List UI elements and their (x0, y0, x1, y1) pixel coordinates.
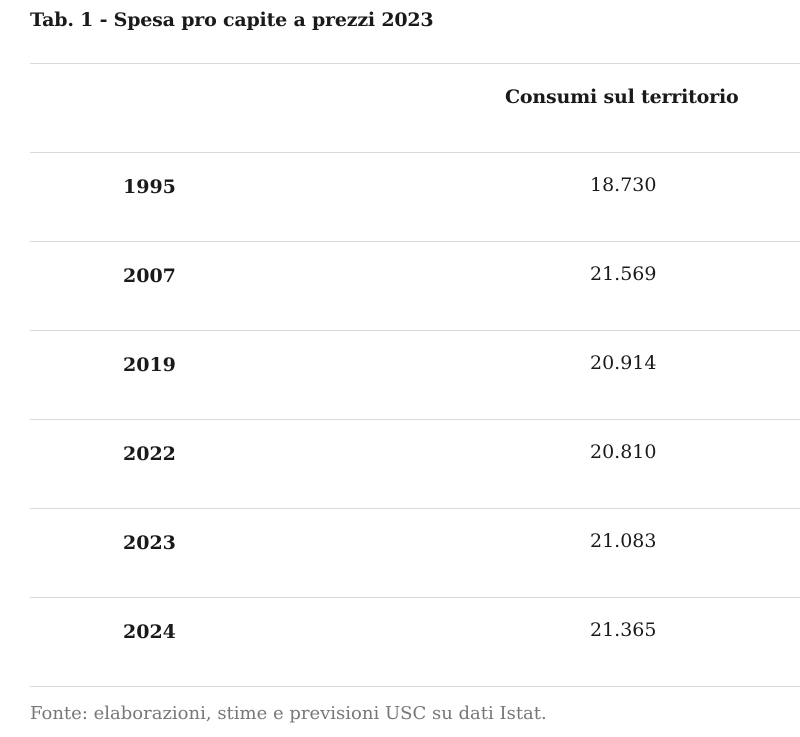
row-value: 21.569 (590, 263, 657, 285)
table-row: 2022 20.810 (30, 419, 800, 508)
data-table: Consumi sul territorio 1995 18.730 2007 … (30, 63, 800, 687)
table-row: 2024 21.365 (30, 597, 800, 687)
column-header-consumi: Consumi sul territorio (505, 86, 739, 108)
row-year: 2007 (123, 265, 176, 287)
table-title: Tab. 1 - Spesa pro capite a prezzi 2023 (30, 9, 434, 31)
row-year: 1995 (123, 176, 176, 198)
table-row: 2023 21.083 (30, 508, 800, 597)
row-year: 2024 (123, 621, 176, 643)
table-row: 1995 18.730 (30, 152, 800, 241)
row-year: 2023 (123, 532, 176, 554)
row-value: 21.365 (590, 619, 657, 641)
table-header-row: Consumi sul territorio (30, 63, 800, 152)
row-value: 20.810 (590, 441, 657, 463)
table-row: 2019 20.914 (30, 330, 800, 419)
row-year: 2019 (123, 354, 176, 376)
source-note: Fonte: elaborazioni, stime e previsioni … (30, 703, 547, 724)
row-value: 18.730 (590, 174, 657, 196)
row-year: 2022 (123, 443, 176, 465)
table-row: 2007 21.569 (30, 241, 800, 330)
row-value: 21.083 (590, 530, 657, 552)
row-value: 20.914 (590, 352, 657, 374)
